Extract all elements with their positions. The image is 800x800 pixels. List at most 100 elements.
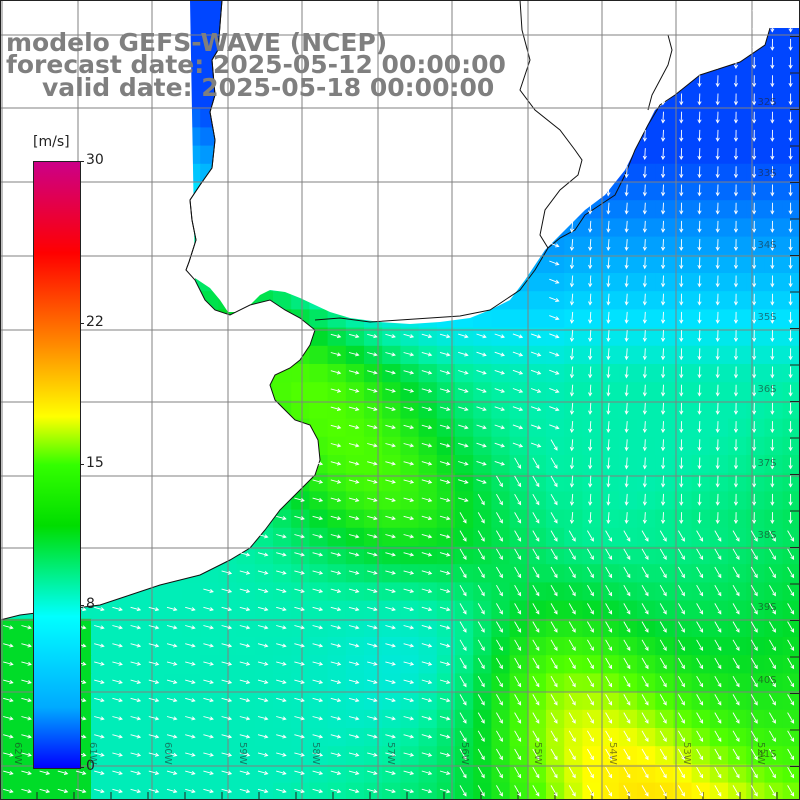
wind-arrow: [605, 785, 613, 797]
latitude-label: 39S: [757, 602, 776, 613]
wind-arrow: [770, 330, 775, 343]
wind-cell: [91, 764, 110, 784]
wind-arrow: [660, 75, 666, 88]
wind-cell: [564, 400, 583, 420]
wind-cell: [364, 527, 383, 547]
wind-arrow: [312, 752, 324, 757]
wind-cell: [655, 291, 674, 310]
wind-cell: [600, 637, 620, 656]
wind-cell: [673, 236, 693, 256]
wind-arrow: [348, 424, 360, 430]
wind-arrow: [330, 588, 342, 593]
wind-cell: [764, 782, 784, 800]
wind-arrow: [788, 239, 793, 252]
wind-arrow: [714, 566, 722, 579]
wind-arrow: [439, 461, 451, 466]
wind-cell: [582, 728, 602, 747]
wind-cell: [600, 236, 620, 256]
wind-arrow: [148, 716, 160, 721]
wind-cell: [473, 600, 492, 620]
wind-arrow: [769, 657, 776, 670]
wind-cell: [418, 637, 438, 656]
wind-arrow: [348, 352, 360, 357]
wind-arrow: [330, 661, 342, 666]
wind-cell: [382, 509, 401, 529]
wind-arrow: [550, 712, 558, 724]
wind-cell: [345, 764, 365, 784]
wind-arrow: [439, 679, 451, 685]
wind-cell: [637, 673, 656, 693]
wind-cell: [691, 418, 711, 438]
wind-cell: [291, 709, 310, 729]
wind-arrow: [679, 275, 684, 288]
wind-arrow: [714, 712, 722, 724]
wind-cell: [709, 473, 729, 492]
wind-cell: [546, 782, 565, 800]
wind-cell: [364, 400, 383, 420]
wind-arrow: [659, 621, 667, 633]
wind-arrow: [678, 657, 685, 670]
wind-cell: [600, 436, 620, 456]
wind-cell: [782, 91, 800, 110]
wind-arrow: [679, 202, 684, 215]
wind-cell: [582, 418, 602, 438]
wind-arrow: [239, 570, 251, 575]
wind-arrow: [769, 621, 776, 633]
wind-cell: [546, 291, 565, 310]
wind-cell: [564, 345, 583, 365]
wind-arrow: [496, 530, 503, 542]
wind-arrow: [439, 788, 451, 794]
wind-arrow: [679, 20, 684, 33]
wind-arrow: [623, 766, 631, 779]
wind-arrow: [532, 566, 540, 579]
wind-cell: [236, 600, 256, 620]
wind-arrow: [606, 512, 611, 525]
wind-arrow: [642, 111, 647, 124]
wind-arrow: [788, 148, 793, 161]
wind-arrow: [239, 679, 251, 684]
wind-arrow: [403, 752, 415, 757]
wind-arrow: [606, 402, 611, 415]
wind-cell: [673, 400, 693, 420]
wind-arrow: [330, 606, 342, 612]
wind-arrow: [568, 584, 576, 597]
wind-arrow: [494, 388, 505, 393]
wind-cell: [746, 509, 765, 529]
wind-arrow: [769, 748, 776, 761]
wind-arrow: [385, 352, 396, 357]
wind-arrow: [385, 370, 396, 375]
wind-cell: [728, 218, 747, 238]
wind-arrow: [606, 457, 611, 470]
wind-cell: [527, 309, 547, 329]
wind-arrow: [678, 621, 685, 633]
wind-arrow: [587, 639, 594, 652]
wind-cell: [618, 309, 638, 329]
wind-cell: [127, 673, 147, 693]
wind-arrow: [549, 242, 560, 248]
wind-arrow: [624, 457, 629, 470]
wind-cell: [546, 655, 565, 674]
wind-arrow: [733, 421, 738, 434]
wind-cell: [491, 400, 511, 420]
wind-arrow: [787, 694, 795, 706]
wind-arrow: [587, 766, 594, 779]
wind-arrow: [496, 694, 503, 706]
wind-arrow: [641, 603, 649, 615]
wind-arrow: [697, 239, 702, 252]
wind-cell: [400, 400, 420, 420]
wind-cell: [400, 691, 420, 711]
wind-cell: [345, 655, 365, 674]
wind-arrow: [367, 370, 378, 375]
wind-arrow: [606, 475, 611, 488]
wind-arrow: [514, 512, 522, 524]
wind-arrow: [732, 530, 740, 542]
wind-cell: [764, 400, 784, 420]
wind-arrow: [348, 679, 360, 684]
wind-arrow: [678, 584, 685, 597]
wind-arrow: [532, 530, 540, 542]
wind-arrow: [421, 624, 433, 630]
wind-cell: [691, 382, 711, 401]
wind-arrow: [549, 224, 560, 230]
wind-cell: [509, 655, 529, 674]
